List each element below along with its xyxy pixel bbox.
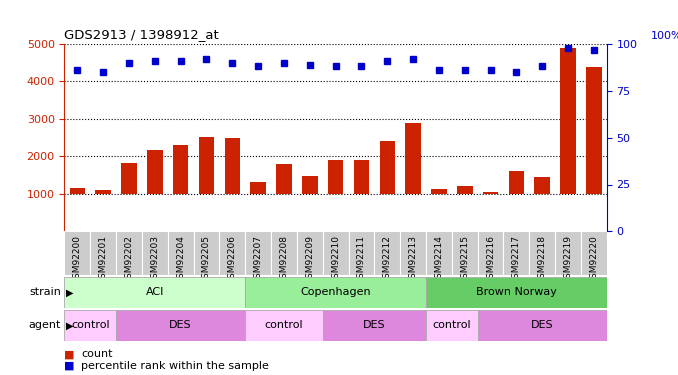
Text: ACI: ACI — [146, 287, 164, 297]
Bar — [504, 231, 530, 274]
Text: GSM92206: GSM92206 — [228, 235, 237, 284]
Text: GSM92200: GSM92200 — [73, 235, 82, 284]
Bar — [323, 310, 426, 340]
Bar — [64, 231, 90, 274]
Text: DES: DES — [170, 320, 192, 330]
Text: ▶: ▶ — [66, 287, 73, 297]
Bar — [426, 231, 452, 274]
Text: ■: ■ — [64, 349, 75, 359]
Text: percentile rank within the sample: percentile rank within the sample — [81, 361, 269, 371]
Bar — [426, 310, 478, 340]
Text: GSM92207: GSM92207 — [254, 235, 262, 284]
Bar — [271, 231, 297, 274]
Bar — [70, 188, 85, 194]
Text: GSM92203: GSM92203 — [151, 235, 159, 284]
Bar — [199, 137, 214, 194]
Text: Copenhagen: Copenhagen — [300, 287, 371, 297]
Text: DES: DES — [531, 320, 553, 330]
Text: control: control — [264, 320, 303, 330]
Bar — [478, 231, 504, 274]
Bar — [96, 190, 111, 194]
Text: ▶: ▶ — [66, 320, 73, 330]
Text: strain: strain — [29, 287, 61, 297]
Bar — [90, 231, 116, 274]
Bar — [348, 231, 374, 274]
Bar — [374, 231, 400, 274]
Bar — [167, 231, 193, 274]
Text: control: control — [433, 320, 471, 330]
Bar — [405, 123, 421, 194]
Text: GSM92217: GSM92217 — [512, 235, 521, 284]
Text: GSM92218: GSM92218 — [538, 235, 546, 284]
Text: GSM92213: GSM92213 — [409, 235, 418, 284]
Bar — [302, 176, 317, 194]
Text: GSM92215: GSM92215 — [460, 235, 469, 284]
Bar — [431, 189, 447, 194]
Bar — [220, 231, 245, 274]
Text: GSM92210: GSM92210 — [331, 235, 340, 284]
Text: GSM92214: GSM92214 — [435, 235, 443, 284]
Text: GSM92220: GSM92220 — [589, 235, 599, 284]
Bar — [426, 277, 607, 308]
Text: GSM92216: GSM92216 — [486, 235, 495, 284]
Bar — [250, 182, 266, 194]
Text: control: control — [71, 320, 110, 330]
Bar — [530, 231, 555, 274]
Bar — [508, 171, 524, 194]
Bar — [581, 231, 607, 274]
Bar — [555, 231, 581, 274]
Bar — [354, 160, 370, 194]
Text: GSM92205: GSM92205 — [202, 235, 211, 284]
Bar — [586, 67, 601, 194]
Text: GSM92201: GSM92201 — [99, 235, 108, 284]
Text: GSM92219: GSM92219 — [563, 235, 572, 284]
Bar — [147, 150, 163, 194]
Text: DES: DES — [363, 320, 386, 330]
Bar — [400, 231, 426, 274]
Bar — [534, 177, 550, 194]
Bar — [64, 277, 245, 308]
Bar — [173, 145, 188, 194]
Text: ■: ■ — [64, 361, 75, 371]
Bar — [116, 231, 142, 274]
Text: GSM92204: GSM92204 — [176, 235, 185, 284]
Text: 100%: 100% — [652, 31, 678, 41]
Text: count: count — [81, 349, 113, 359]
Bar — [121, 163, 137, 194]
Bar — [245, 310, 323, 340]
Bar — [245, 277, 426, 308]
Bar — [560, 48, 576, 194]
Bar — [452, 231, 478, 274]
Bar — [276, 164, 292, 194]
Bar — [483, 192, 498, 194]
Bar — [457, 186, 473, 194]
Text: GSM92212: GSM92212 — [383, 235, 392, 284]
Bar — [380, 141, 395, 194]
Bar — [224, 138, 240, 194]
Bar — [64, 310, 116, 340]
Text: GSM92209: GSM92209 — [305, 235, 315, 284]
Bar — [245, 231, 271, 274]
Text: GSM92202: GSM92202 — [125, 235, 134, 284]
Bar — [323, 231, 348, 274]
Bar — [297, 231, 323, 274]
Text: GSM92211: GSM92211 — [357, 235, 366, 284]
Bar — [116, 310, 245, 340]
Bar — [142, 231, 167, 274]
Bar — [328, 160, 343, 194]
Text: GSM92208: GSM92208 — [279, 235, 288, 284]
Text: agent: agent — [28, 320, 61, 330]
Text: GDS2913 / 1398912_at: GDS2913 / 1398912_at — [64, 28, 219, 41]
Bar — [193, 231, 220, 274]
Text: Brown Norway: Brown Norway — [476, 287, 557, 297]
Bar — [478, 310, 607, 340]
